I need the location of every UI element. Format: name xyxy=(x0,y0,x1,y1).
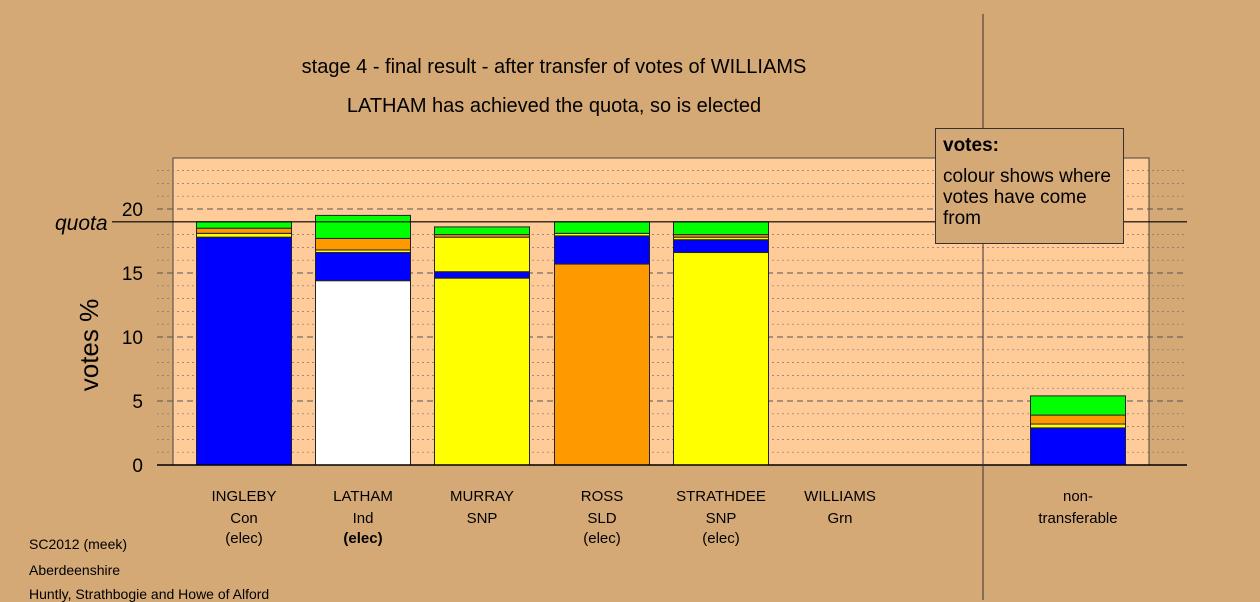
bar-segment xyxy=(196,232,292,238)
nontransferable-label: transferable xyxy=(1038,510,1117,527)
bar-segment xyxy=(434,271,530,279)
bar-segment xyxy=(554,235,650,265)
y-tick-label: 0 xyxy=(132,456,143,477)
candidate-name-label: INGLEBY xyxy=(211,488,276,505)
candidate-party-label: SNP xyxy=(467,510,498,527)
bar-segment xyxy=(1030,423,1126,429)
y-tick-label: 10 xyxy=(122,328,143,349)
candidate-status-label: (elec) xyxy=(583,530,621,547)
candidate-party-label: Con xyxy=(230,510,258,527)
candidate-status-label: (elec) xyxy=(702,530,740,547)
bar-segment xyxy=(1030,427,1126,466)
labels: 0 5 10 15 20 votes % quota INGLEBY Con (elec) LATH… xyxy=(55,200,1118,547)
bar-segment xyxy=(673,239,769,254)
candidate-name-label: LATHAM xyxy=(333,488,393,505)
bar-segment xyxy=(315,214,411,239)
bar-segment xyxy=(315,280,411,466)
y-tick-label: 5 xyxy=(132,392,143,413)
bar-segment xyxy=(196,221,292,229)
candidate-party-label: Grn xyxy=(827,510,852,527)
bar-segment xyxy=(554,263,650,466)
bar-segment xyxy=(315,237,411,251)
chart-title: stage 4 - final result - after transfer … xyxy=(301,56,807,78)
nontransferable-label: non- xyxy=(1063,488,1093,505)
candidate-party-label: SLD xyxy=(587,510,616,527)
bar-segment xyxy=(1030,395,1126,416)
bar-segment xyxy=(673,221,769,236)
candidate-party-label: SNP xyxy=(706,510,737,527)
candidate-name-label: STRATHDEE xyxy=(676,488,766,505)
bar-segment xyxy=(554,221,650,234)
quota-label: quota xyxy=(55,212,108,235)
candidate-name-label: ROSS xyxy=(581,488,624,505)
candidate-name-label: MURRAY xyxy=(450,488,514,505)
legend-title: votes: xyxy=(943,135,999,156)
bar-segment xyxy=(434,236,530,273)
footer-election: SC2012 (meek) xyxy=(29,536,128,552)
legend: votes: colour shows where votes have com… xyxy=(935,128,1124,244)
bar-segment xyxy=(196,236,292,466)
bar-segment xyxy=(434,226,530,236)
candidate-status-label: (elec) xyxy=(225,530,263,547)
chart-subtitle: LATHAM has achieved the quota, so is ele… xyxy=(346,95,762,117)
y-axis-label: votes % xyxy=(74,299,104,392)
bar-segment xyxy=(673,252,769,466)
bar-segment xyxy=(434,277,530,466)
y-tick-label: 15 xyxy=(122,264,143,285)
candidate-name-label: WILLIAMS xyxy=(804,488,876,505)
footer-council: Aberdeenshire xyxy=(29,562,121,578)
legend-text: colour shows where votes have come from xyxy=(943,166,1111,229)
candidate-status-label: (elec) xyxy=(343,530,382,547)
y-tick-label: 20 xyxy=(122,200,143,221)
candidate-party-label: Ind xyxy=(353,510,374,527)
bar-segment xyxy=(315,252,411,282)
footer-ward: Huntly, Strathbogie and Howe of Alford xyxy=(29,586,270,602)
bar-segment xyxy=(1030,414,1126,425)
bar-segment xyxy=(196,227,292,234)
bars xyxy=(196,214,1126,466)
